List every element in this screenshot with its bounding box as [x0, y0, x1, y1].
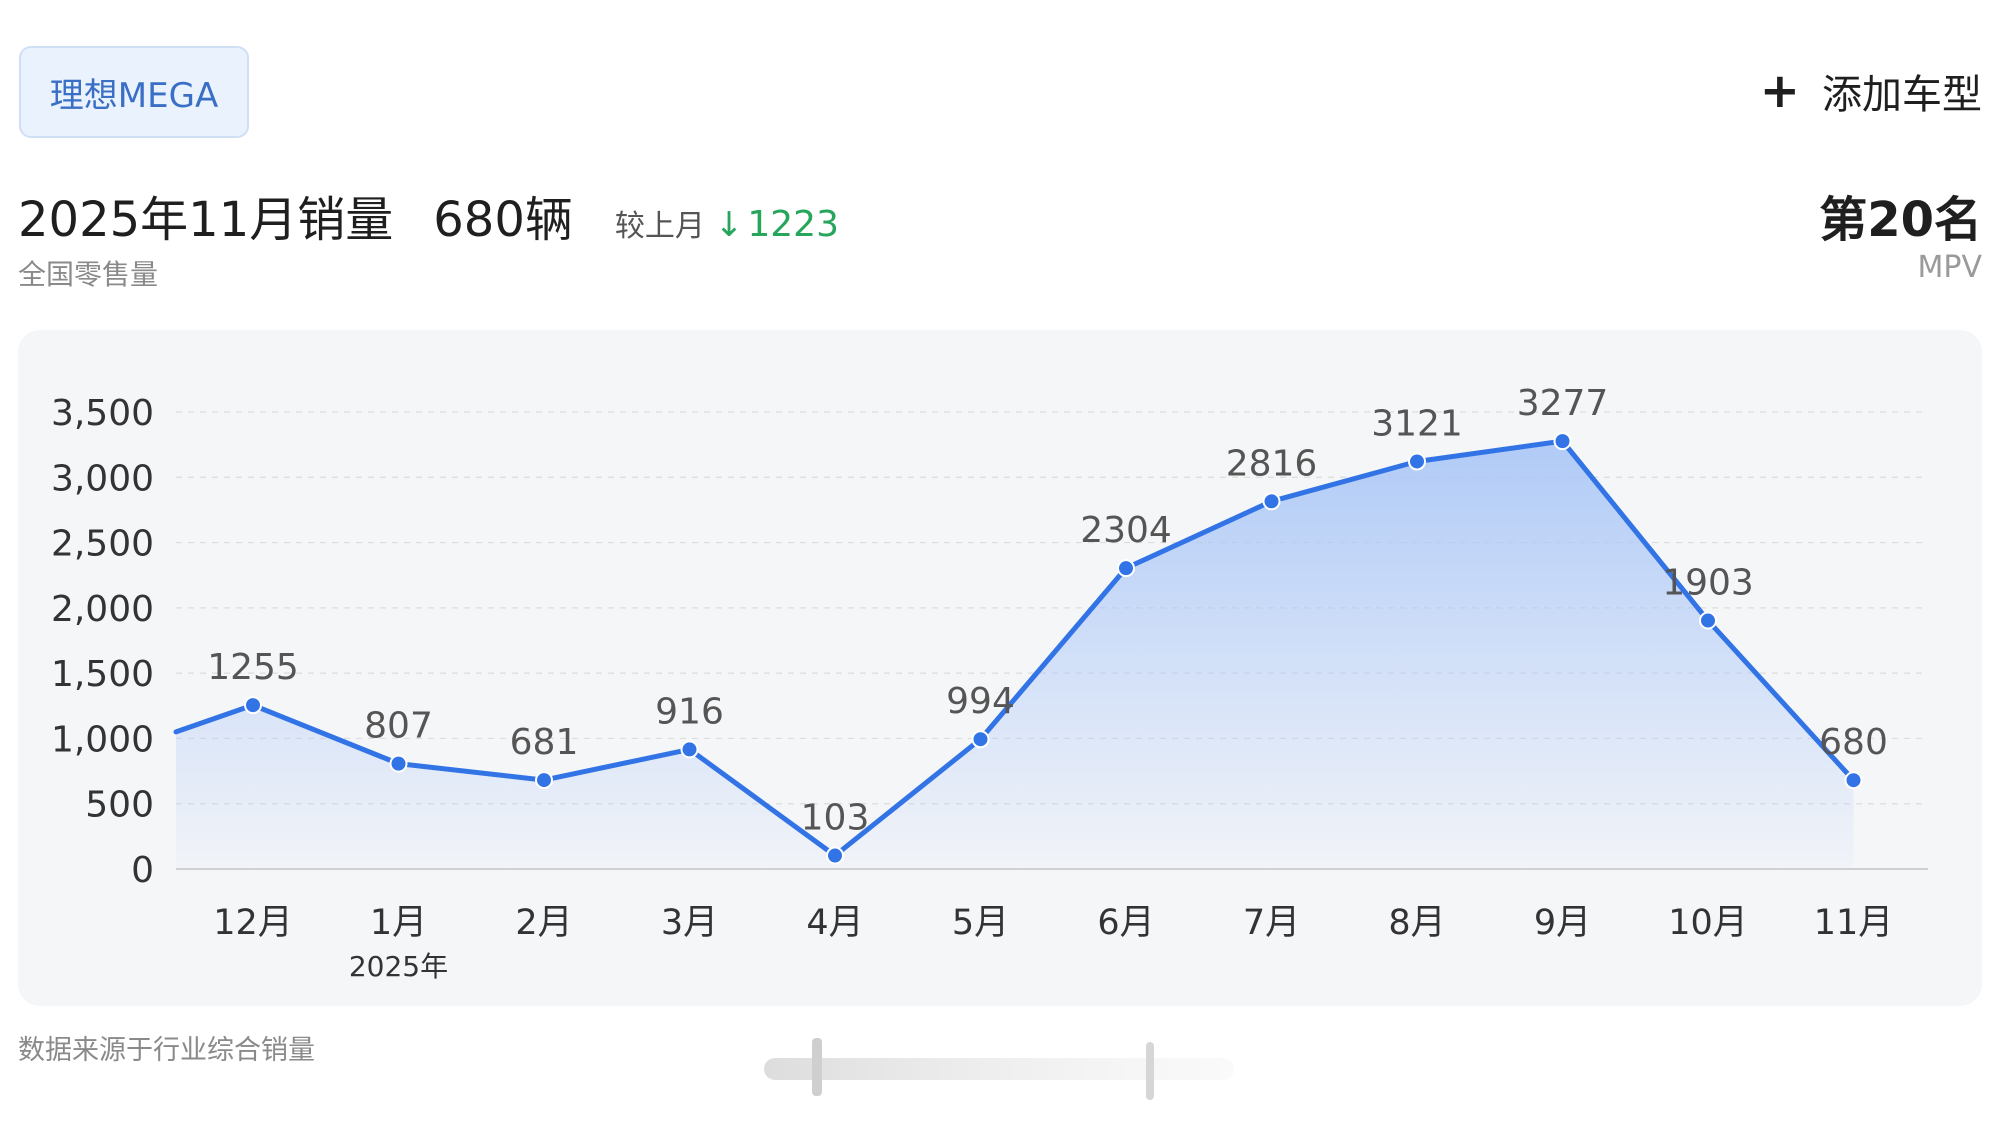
data-point[interactable]: [244, 696, 262, 715]
data-value-label: 3277: [1517, 383, 1609, 424]
down-arrow-icon: ↓: [714, 205, 744, 245]
data-point[interactable]: [1117, 559, 1135, 578]
x-tick-label: 4月: [806, 903, 863, 943]
data-point[interactable]: [680, 740, 699, 759]
scope-label: 全国零售量: [18, 258, 159, 291]
data-value-label: 916: [655, 691, 724, 732]
x-tick-label: 10月: [1668, 903, 1748, 943]
data-value-label: 1903: [1662, 563, 1754, 604]
y-tick-label: 2,000: [51, 589, 154, 630]
add-model-label: 添加车型: [1822, 72, 1982, 118]
data-point[interactable]: [389, 754, 408, 773]
data-point[interactable]: [971, 730, 990, 749]
x-tick-label: 7月: [1243, 903, 1300, 943]
data-value-label: 1255: [207, 647, 299, 688]
model-tab-label: 理想MEGA: [49, 75, 219, 116]
data-value-label: 807: [364, 706, 433, 747]
x-tick-label: 12月: [213, 903, 293, 943]
rank-value: 第20名: [1819, 192, 1982, 248]
x-tick-label: 2月: [515, 903, 572, 943]
data-point[interactable]: [1408, 452, 1426, 471]
add-model-button[interactable]: + 添加车型: [1760, 62, 1982, 120]
sales-summary: 2025年11月销量 680辆 较上月 ↓ 1223: [18, 180, 839, 250]
data-value-label: 2304: [1080, 510, 1172, 551]
sales-trend-chart: 1255 807 681 916 103 994 2304 2816 3121 3277 1903 6…: [51, 383, 1928, 983]
x-tick-label: 5月: [952, 903, 1009, 943]
data-point[interactable]: [1262, 492, 1281, 511]
data-point[interactable]: [826, 846, 844, 865]
y-tick-label: 1,000: [51, 719, 154, 760]
y-tick-label: 1,500: [51, 654, 154, 695]
data-value-label: 3121: [1371, 403, 1463, 444]
y-tick-label: 500: [85, 785, 154, 826]
data-value-label: 680: [1819, 722, 1888, 763]
y-tick-label: 0: [131, 850, 154, 891]
data-value-label: 2816: [1226, 443, 1318, 484]
y-tick-label: 2,500: [51, 524, 154, 565]
x-tick-label: 3月: [661, 903, 718, 943]
sales-area-fill: [176, 441, 1854, 869]
sales-value: 680辆: [433, 192, 573, 248]
segment-label: MPV: [1917, 250, 1983, 285]
mom-value: 1223: [747, 204, 839, 245]
data-point[interactable]: [1553, 432, 1572, 451]
x-tick-label: 6月: [1097, 903, 1154, 943]
data-value-label: 994: [946, 681, 1015, 722]
data-value-label: 681: [510, 722, 579, 763]
y-tick-label: 3,500: [51, 393, 154, 434]
model-tab-li-mega[interactable]: 理想MEGA: [19, 46, 249, 138]
data-point[interactable]: [1699, 611, 1717, 630]
mom-label: 较上月: [614, 209, 705, 244]
period-title: 2025年11月销量: [18, 192, 394, 248]
x-tick-label: 9月: [1534, 903, 1591, 943]
sales-chart-card: 1255 807 681 916 103 994 2304 2816 3121 3277 1903 6…: [18, 330, 1982, 1006]
plus-icon: +: [1759, 63, 1800, 119]
data-source-note: 数据来源于行业综合销量: [18, 1035, 315, 1066]
x-tick-label: 1月: [370, 903, 427, 943]
data-point[interactable]: [1844, 771, 1863, 790]
y-tick-label: 3,000: [51, 458, 154, 499]
data-value-label: 103: [801, 798, 870, 839]
x-tick-label: 8月: [1388, 903, 1445, 943]
data-point[interactable]: [535, 771, 553, 790]
watermark-graphic: [764, 1038, 1234, 1100]
x-tick-label: 11月: [1814, 903, 1894, 943]
x-tick-sublabel: 2025年: [349, 950, 448, 983]
